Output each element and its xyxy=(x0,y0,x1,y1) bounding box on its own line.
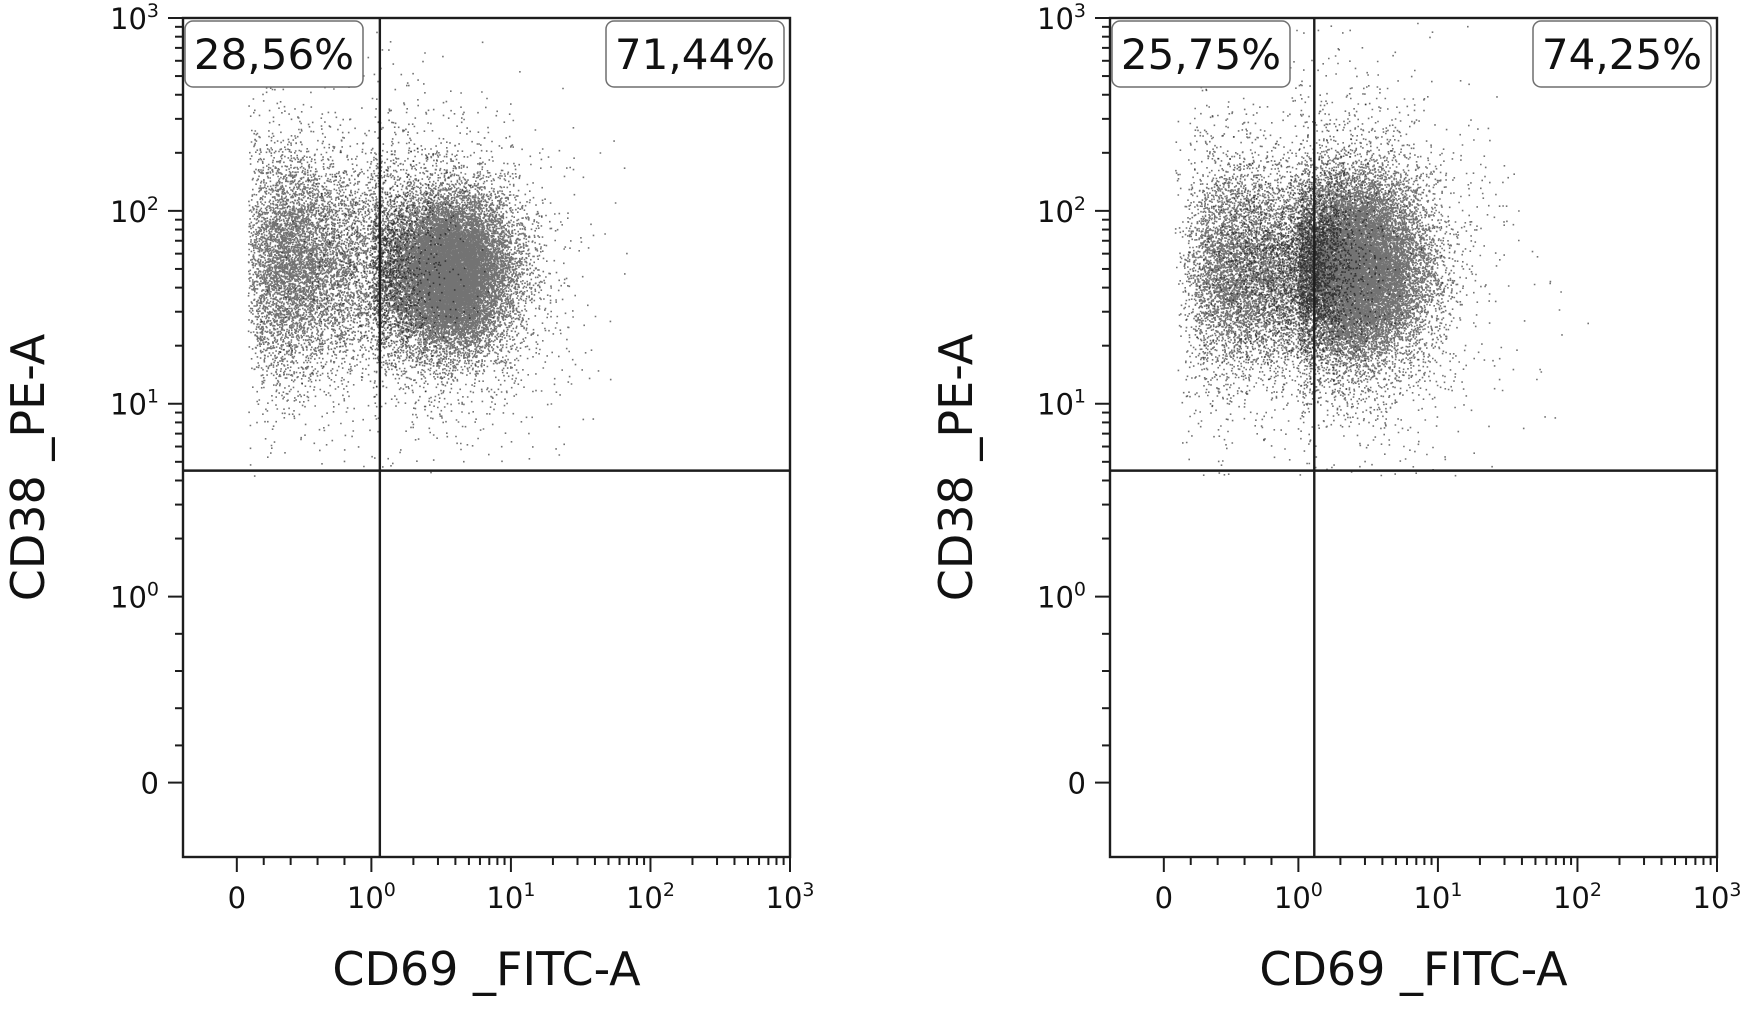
event-dots xyxy=(247,23,628,477)
x-axis-label: CD69 _FITC-A xyxy=(1259,942,1568,996)
left-dot-plot: 0 100 101 102 103 0 100 101 102 103 28,56% 71,44% CD… xyxy=(1,0,815,996)
x-tick-label: 103 xyxy=(766,879,815,915)
y-tick-label: 0 xyxy=(1068,767,1086,801)
y-tick-label: 102 xyxy=(110,193,159,229)
x-tick-label: 101 xyxy=(1413,879,1462,915)
x-tick-label: 0 xyxy=(228,881,246,915)
quadrant-label-box xyxy=(1111,20,1291,88)
y-tick-label: 103 xyxy=(110,0,159,36)
quadrant-percentage-upper-left: 25,75% xyxy=(1121,30,1281,79)
plot-frame xyxy=(181,16,792,859)
quadrant-label-box xyxy=(1532,20,1712,88)
quadrant-percentage-upper-right: 74,25% xyxy=(1542,30,1702,79)
population-2-events xyxy=(1174,22,1589,477)
quadrant-percentage-upper-right: 71,44% xyxy=(615,30,775,79)
y-tick-label: 100 xyxy=(1037,579,1086,615)
x-tick-label: 100 xyxy=(347,879,396,915)
y-tick-label: 101 xyxy=(1037,386,1086,422)
quadrant-label-box xyxy=(184,20,364,88)
y-tick-label: 102 xyxy=(1037,193,1086,229)
x-tick-label: 102 xyxy=(1553,879,1602,915)
right-dot-plot: 0 100 101 102 103 0 100 101 102 103 25,75% 74,25% CD… xyxy=(929,0,1742,996)
x-tick-label: 102 xyxy=(626,879,675,915)
y-tick-label: 0 xyxy=(141,767,159,801)
y-axis-label: CD38 _PE-A xyxy=(1,333,55,601)
x-axis-ticks: 0 100 101 102 103 xyxy=(1155,857,1742,915)
y-tick-label: 100 xyxy=(110,579,159,615)
x-tick-label: 103 xyxy=(1693,879,1742,915)
quadrant-label-box xyxy=(605,20,785,88)
y-axis-ticks: 0 100 101 102 103 xyxy=(1037,0,1110,801)
x-tick-label: 0 xyxy=(1155,881,1173,915)
plot-frame xyxy=(1108,16,1719,859)
y-tick-label: 101 xyxy=(110,386,159,422)
quadrant-percentage-upper-left: 28,56% xyxy=(194,30,354,79)
y-tick-label: 103 xyxy=(1037,0,1086,36)
population-1-events xyxy=(247,23,563,477)
population-2-events xyxy=(251,55,628,474)
event-dots xyxy=(1174,22,1589,477)
x-axis-label: CD69 _FITC-A xyxy=(332,942,641,996)
y-axis-label: CD38 _PE-A xyxy=(929,333,983,601)
y-axis-ticks: 0 100 101 102 103 xyxy=(110,0,183,801)
x-tick-label: 101 xyxy=(486,879,535,915)
x-axis-ticks: 0 100 101 102 103 xyxy=(228,857,815,915)
x-tick-label: 100 xyxy=(1274,879,1323,915)
